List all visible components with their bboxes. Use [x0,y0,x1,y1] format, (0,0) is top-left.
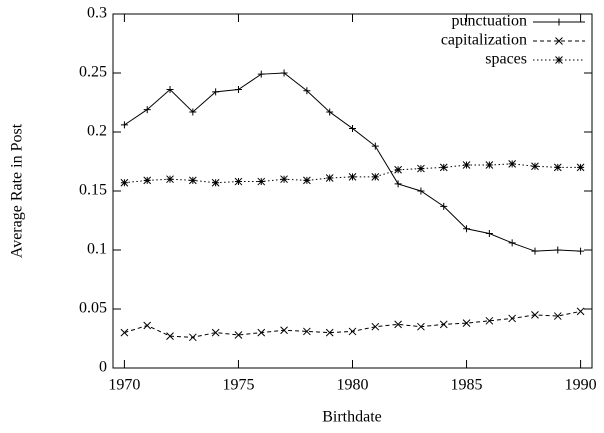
data-point [280,326,288,335]
x-axis-label: Birthdate [322,409,382,426]
x-tick-label: 1985 [451,377,483,394]
legend-label: punctuation [451,13,527,30]
y-axis-label: Average Rate in Post [9,123,26,258]
data-point [143,176,152,185]
data-point [394,165,402,174]
data-point [371,142,379,150]
data-point [348,172,357,181]
data-point [303,176,311,185]
legend-marker [555,56,563,64]
data-point [576,307,585,316]
data-point [257,177,266,186]
data-point [554,246,562,254]
y-tick-label: 0.15 [79,182,107,199]
data-point [508,160,517,168]
plot-frame [112,13,593,369]
y-tick-label: 0.3 [87,5,107,22]
x-tick-label: 1970 [108,377,140,394]
y-tick-label: 0.05 [79,300,107,317]
data-point [576,163,585,172]
data-point [212,88,220,96]
data-point [188,176,197,185]
data-point [508,314,517,323]
data-point [234,86,242,94]
y-tick-label: 0 [99,359,107,376]
data-point [577,247,585,255]
data-point [166,332,174,340]
data-point [188,333,197,342]
x-tick-label: 1975 [222,377,254,394]
legend-marker [555,37,563,45]
data-point [348,327,357,336]
data-point [166,175,174,184]
data-point [211,178,220,187]
data-point [326,108,334,116]
data-point [485,229,493,237]
data-point [234,331,243,339]
legend-label: capitalization [441,32,527,49]
data-point [485,316,494,325]
data-point [303,327,311,336]
data-point [120,328,129,337]
data-point [166,86,174,94]
data-point [143,106,151,114]
data-point [531,311,539,319]
data-point [508,239,516,247]
data-point [303,87,311,95]
legend-label: spaces [485,51,527,68]
data-point [280,69,288,77]
data-point [462,161,471,169]
data-point [462,319,471,328]
data-point [280,175,288,184]
data-point [394,180,402,188]
data-point [325,328,334,337]
data-point [439,163,448,172]
data-point [257,328,266,337]
x-tick-label: 1990 [565,377,597,394]
data-point [553,163,562,172]
data-point [394,320,402,329]
y-tick-label: 0.25 [79,64,107,81]
y-tick-label: 0.1 [87,241,107,258]
data-point [440,202,448,210]
data-point [211,328,220,337]
series-line [124,310,581,338]
data-point [371,322,380,331]
data-point [439,320,448,329]
data-point [234,177,243,186]
data-point [257,70,265,78]
data-point [371,172,380,181]
data-point [417,322,425,331]
data-point [143,321,152,330]
data-point [120,178,129,187]
data-point [463,225,471,233]
data-point [349,124,356,132]
data-point [531,162,539,171]
data-point [417,164,425,173]
data-point [120,121,128,129]
data-point [325,174,334,182]
data-point [417,187,425,195]
data-point [553,312,562,320]
legend-marker [555,18,563,26]
data-point [485,161,494,169]
y-tick-label: 0.2 [87,123,107,140]
data-point [531,247,539,255]
data-point [189,108,197,116]
x-tick-label: 1980 [337,377,369,394]
